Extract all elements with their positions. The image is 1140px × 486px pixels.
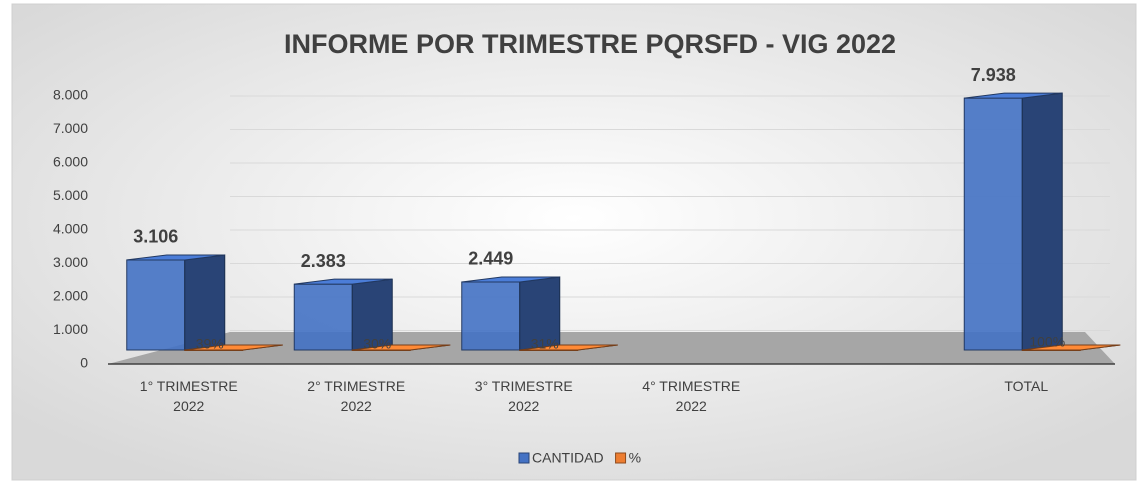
data-label: 30% — [363, 336, 391, 352]
data-label: 39% — [196, 335, 224, 351]
y-tick-label: 3.000 — [53, 254, 88, 270]
bar-top — [294, 278, 393, 285]
data-label: 31% — [531, 336, 559, 352]
data-label: 3.106 — [133, 227, 178, 247]
y-tick-label: 8.000 — [53, 87, 88, 103]
y-tick-label: 1.000 — [53, 321, 88, 337]
bar-top — [126, 254, 225, 261]
y-tick-label: 2.000 — [53, 288, 88, 304]
data-label: 7.938 — [971, 65, 1016, 85]
legend-swatch — [615, 452, 627, 464]
y-tick-label: 5.000 — [53, 187, 88, 203]
chart-title: INFORME POR TRIMESTRE PQRSFD - VIG 2022 — [284, 29, 896, 59]
y-tick-label: 7.000 — [53, 120, 88, 136]
y-tick-label: 6.000 — [53, 154, 88, 170]
bar-top — [352, 344, 451, 351]
x-tick-label: 4° TRIMESTRE 2022 — [642, 378, 741, 414]
bar-front — [126, 259, 186, 351]
chart-background — [11, 3, 1137, 481]
bar-top — [964, 92, 1063, 99]
bar-top — [461, 276, 560, 283]
bar-top — [519, 344, 618, 351]
data-label: 2.383 — [301, 251, 346, 271]
y-tick-label: 0 — [80, 355, 88, 371]
bar-front — [461, 281, 521, 351]
legend-label: CANTIDAD — [532, 450, 604, 466]
data-label: 100% — [1029, 333, 1065, 349]
x-tick-label: TOTAL — [1004, 378, 1049, 394]
x-tick-label: 3° TRIMESTRE 2022 — [474, 378, 573, 414]
data-label: 2.449 — [468, 249, 513, 269]
legend-label: % — [629, 450, 641, 466]
bar-front — [293, 283, 353, 351]
bar-top — [184, 344, 283, 351]
bar-front — [963, 97, 1023, 351]
bar-side — [1021, 92, 1063, 351]
legend-swatch — [518, 452, 530, 464]
y-tick-label: 4.000 — [53, 221, 88, 237]
bar-top — [1022, 344, 1121, 351]
x-tick-label: 2° TRIMESTRE 2022 — [307, 378, 406, 414]
x-tick-label: 1° TRIMESTRE 2022 — [139, 378, 238, 414]
